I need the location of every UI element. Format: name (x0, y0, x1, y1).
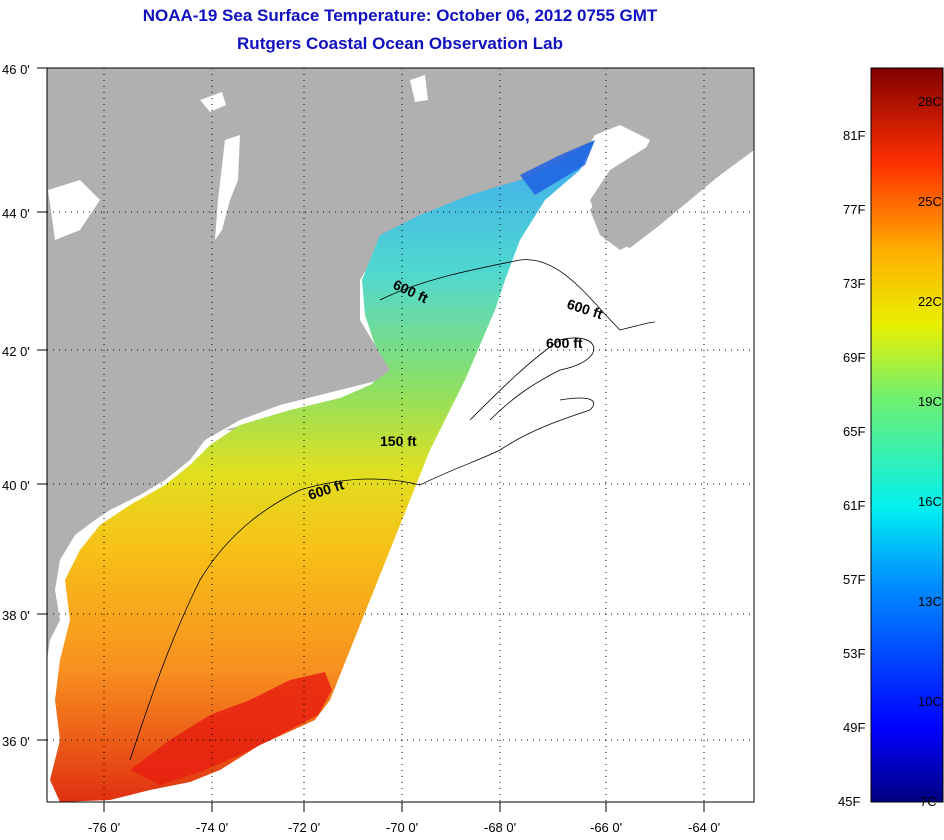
lat-tick-label: 46 0' (2, 62, 30, 77)
lake (410, 75, 428, 102)
grid-lines (47, 68, 754, 802)
contour-label-3: 600 ft (546, 335, 583, 351)
colorbar-c-label: 10C (918, 694, 942, 709)
sst-swath (50, 140, 595, 802)
lon-tick-label: -70 0' (386, 820, 418, 835)
lon-tick-label: -76 0' (88, 820, 120, 835)
lat-tick-label: 44 0' (2, 206, 30, 221)
colorbar-c-label: 19C (918, 394, 942, 409)
colorbar-f-label: 73F (843, 276, 865, 291)
lat-tick-label: 36 0' (2, 734, 30, 749)
map-title: NOAA-19 Sea Surface Temperature: October… (142, 6, 658, 25)
lon-tick-label: -64 0' (688, 820, 720, 835)
lat-tick-label: 38 0' (2, 608, 30, 623)
colorbar-f-label: 77F (843, 202, 865, 217)
colorbar-f-label: 57F (843, 572, 865, 587)
axis-ticks (37, 67, 705, 812)
land-nova-scotia (590, 100, 754, 248)
colorbar-c-label: 13C (918, 594, 942, 609)
lon-tick-label: -74 0' (196, 820, 228, 835)
colorbar-c-label: 28C (918, 94, 942, 109)
colorbar-c-label: 16C (918, 494, 942, 509)
colorbar-c-label: 25C (918, 194, 942, 209)
lon-tick-label: -72 0' (288, 820, 320, 835)
colorbar-f-label: 61F (843, 498, 865, 513)
colorbar-c-label: 22C (918, 294, 942, 309)
lake (215, 135, 240, 240)
lat-tick-label: 42 0' (2, 344, 30, 359)
contour-label-4: 150 ft (380, 433, 417, 449)
colorbar-f-label: 49F (843, 720, 865, 735)
lon-tick-label: -66 0' (590, 820, 622, 835)
map-frame (46, 67, 755, 803)
lake (48, 180, 100, 240)
colorbar (870, 67, 944, 803)
lat-tick-label: 40 0' (2, 478, 30, 493)
bathymetry-contours (129, 259, 656, 761)
colorbar-c-min-label: 7C (920, 794, 937, 809)
colorbar-f-label: 53F (843, 646, 865, 661)
colorbar-f-label: 69F (843, 350, 865, 365)
sst-warm-band (130, 672, 332, 785)
colorbar-f-label: 65F (843, 424, 865, 439)
colorbar-f-label: 81F (843, 128, 865, 143)
sst-cool-patch (520, 140, 595, 195)
lon-tick-label: -68 0' (484, 820, 516, 835)
map-subtitle: Rutgers Coastal Ocean Observation Lab (237, 34, 563, 53)
lake (200, 92, 226, 112)
colorbar-f-min-label: 45F (838, 794, 860, 809)
